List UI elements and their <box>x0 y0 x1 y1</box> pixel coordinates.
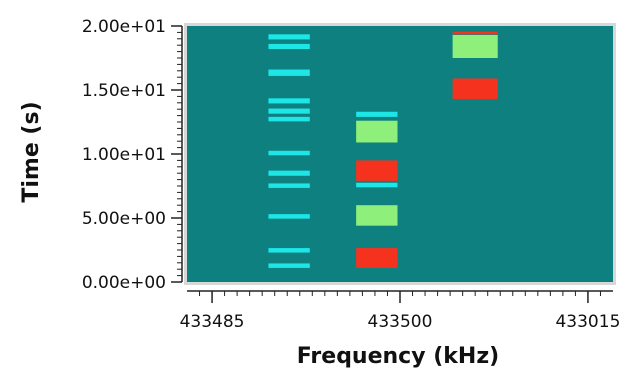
signal-segment-11 <box>268 248 310 253</box>
x-tick-label-1: 433485 <box>180 312 245 332</box>
signal-segment-10 <box>268 214 310 219</box>
signal-segment-15 <box>356 160 398 181</box>
signal-segment-13 <box>356 111 398 117</box>
signal-segment-21 <box>452 78 498 99</box>
signal-segment-16 <box>356 182 398 188</box>
signal-segment-7 <box>268 150 310 156</box>
y-tick-label-2: 5.00e+00 <box>82 209 166 229</box>
signal-segment-3 <box>268 69 310 76</box>
signal-segment-17 <box>356 205 398 226</box>
y-tick-label-3: 1.00e+01 <box>82 145 166 165</box>
signal-segment-14 <box>356 120 398 143</box>
signal-segment-4 <box>268 98 310 104</box>
x-tick-label-3: 433015 <box>555 312 620 332</box>
signal-segment-19 <box>452 31 498 35</box>
y-axis-title: Time (s) <box>19 101 44 202</box>
signal-segment-1 <box>268 43 310 50</box>
signal-segment-9 <box>268 183 310 188</box>
signal-segment-5 <box>268 108 310 114</box>
x-axis-title: Frequency (kHz) <box>297 344 499 369</box>
signal-segment-6 <box>268 116 310 122</box>
signal-segment-12 <box>268 263 310 268</box>
y-tick-label-5: 2.00e+01 <box>82 17 166 37</box>
plot-background <box>187 26 613 282</box>
y-tick-label-4: 1.50e+01 <box>82 81 166 101</box>
signal-segment-8 <box>268 170 310 176</box>
signal-segment-18 <box>356 248 398 268</box>
signal-segment-20 <box>452 34 498 58</box>
y-tick-label-1: 0.00e+00 <box>82 273 166 293</box>
signal-segment-2 <box>268 34 310 40</box>
x-tick-label-2: 433500 <box>368 312 433 332</box>
